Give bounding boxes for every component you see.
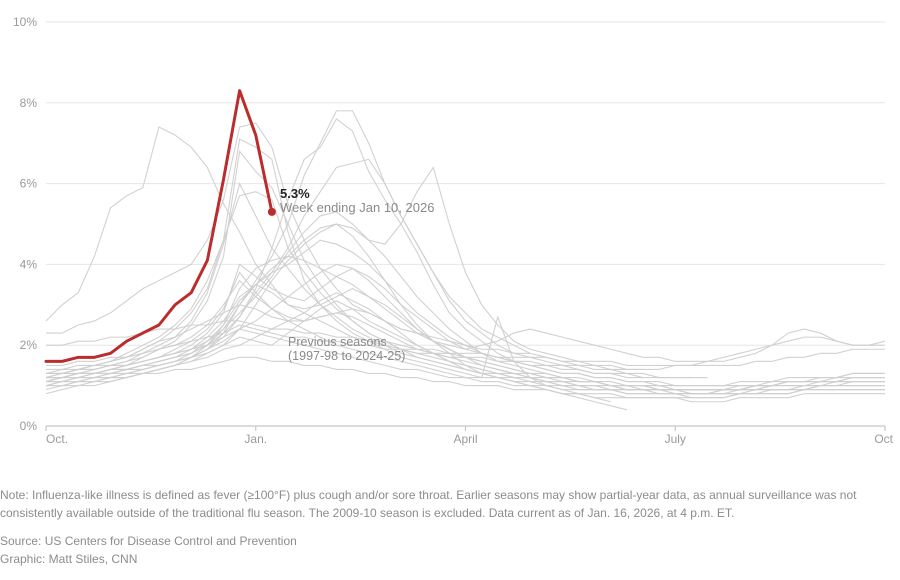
annotations: 5.3% Week ending Jan 10, 2026 Previous s… bbox=[280, 186, 434, 363]
previous-season-line bbox=[46, 292, 627, 411]
previous-seasons-lines bbox=[45, 110, 886, 411]
y-axis-ticks: 0% 2% 4% 6% 8% 10% bbox=[13, 15, 37, 433]
previous-season-line bbox=[46, 356, 885, 403]
x-tick-label: April bbox=[453, 432, 477, 446]
x-tick-label: Oct. bbox=[46, 432, 68, 446]
current-season-endpoint bbox=[267, 207, 276, 216]
flu-chart: 0% 2% 4% 6% 8% 10% Oct. Jan. April July Oct 5.3% … bbox=[13, 15, 894, 446]
previous-season-line bbox=[46, 324, 886, 370]
previous-season-line bbox=[45, 223, 885, 399]
current-week-label: Week ending Jan 10, 2026 bbox=[280, 200, 434, 215]
y-tick-label: 2% bbox=[20, 338, 38, 352]
x-axis: Oct. Jan. April July Oct bbox=[45, 425, 894, 446]
previous-season-line bbox=[46, 304, 885, 370]
chart-note: Note: Influenza-like illness is defined … bbox=[0, 488, 857, 520]
x-tick-label: Oct bbox=[874, 432, 893, 446]
y-tick-label: 10% bbox=[13, 15, 37, 29]
chart-credit: Graphic: Matt Stiles, CNN bbox=[0, 552, 138, 566]
previous-season-line bbox=[46, 122, 531, 354]
y-tick-label: 4% bbox=[20, 257, 38, 271]
previous-season-line bbox=[45, 279, 885, 391]
y-tick-label: 0% bbox=[20, 419, 38, 433]
y-tick-label: 8% bbox=[20, 96, 38, 110]
current-season-line-group bbox=[44, 89, 276, 363]
previous-season-line bbox=[45, 239, 885, 387]
previous-season-line bbox=[46, 191, 885, 387]
previous-season-line bbox=[45, 182, 885, 391]
previous-season-line bbox=[46, 320, 885, 366]
previous-seasons-label-line2: (1997-98 to 2024-25) bbox=[288, 349, 405, 363]
previous-season-line bbox=[45, 300, 885, 395]
chart-footer: Note: Influenza-like illness is defined … bbox=[0, 486, 890, 568]
chart-source: Source: US Centers for Disease Control a… bbox=[0, 534, 297, 548]
x-tick-label: Jan. bbox=[244, 432, 267, 446]
gridlines bbox=[46, 21, 885, 346]
previous-season-line bbox=[45, 138, 885, 395]
current-season-line bbox=[44, 89, 274, 363]
previous-seasons-label-line1: Previous seasons bbox=[288, 335, 387, 349]
current-value-label: 5.3% bbox=[280, 186, 310, 201]
y-tick-label: 6% bbox=[20, 177, 38, 191]
x-tick-label: July bbox=[665, 432, 686, 446]
